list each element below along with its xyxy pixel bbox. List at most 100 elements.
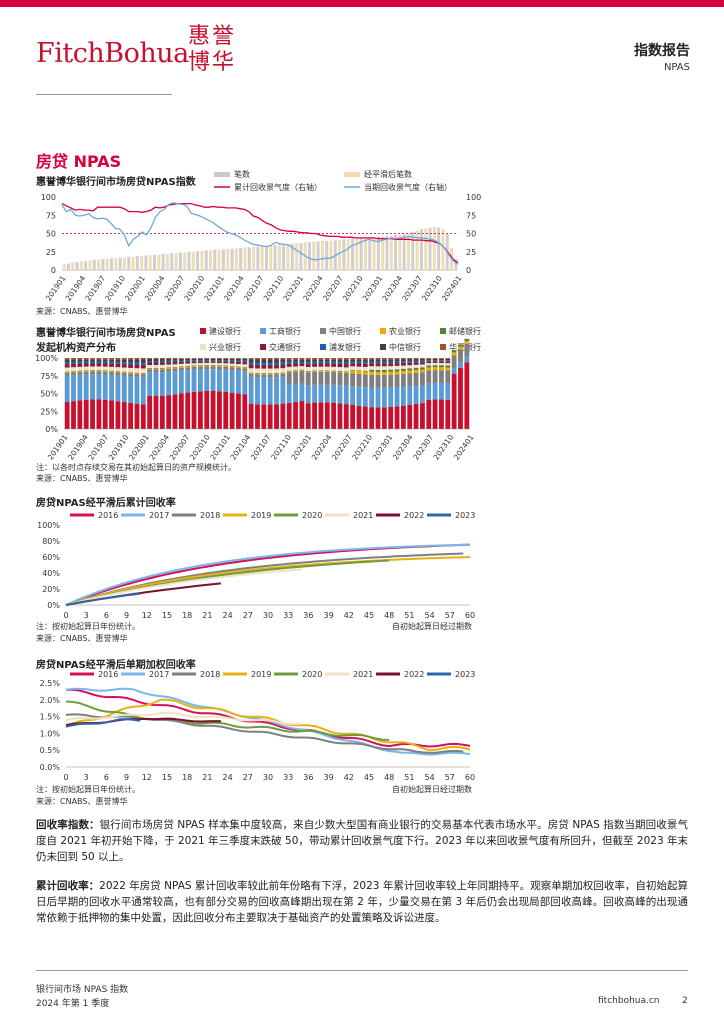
chart2-bar-segment (388, 371, 394, 375)
chart2-bar-segment (331, 358, 337, 360)
chart2-bar-segment (280, 373, 286, 377)
chart2-bar-segment (223, 358, 229, 359)
chart2-bar-segment (102, 399, 108, 429)
chart2-bar-segment (432, 358, 438, 361)
chart1-bar (363, 237, 367, 270)
chart2-bar-segment (299, 366, 305, 370)
chart2-bar-segment (64, 375, 70, 403)
chart2-bar-segment (96, 363, 102, 367)
chart2-bar-segment (90, 358, 95, 360)
chart2-bar-segment (185, 366, 191, 368)
chart2-bar-segment (299, 369, 305, 371)
chart2-bar-segment (185, 360, 191, 362)
chart2-bar-segment (166, 358, 172, 361)
chart2-bar-segment (210, 366, 216, 370)
chart2-bar-segment (299, 358, 305, 360)
chart3-legend-label: 2023 (455, 511, 475, 520)
chart2-bar-segment (413, 364, 419, 368)
chart2-bar-segment (369, 361, 375, 364)
chart2-legend-swatch (200, 328, 206, 334)
chart2-bar-segment (388, 374, 394, 388)
chart3-xtick: 27 (243, 611, 253, 620)
chart2-bar-segment (413, 362, 419, 365)
chart2-bar-segment (439, 367, 444, 371)
chart2-bar-segment (381, 363, 387, 367)
chart2-bar-segment (153, 369, 159, 373)
chart2-bar-segment (337, 403, 343, 429)
chart4-xtick: 57 (445, 773, 455, 782)
chart1-bar (338, 240, 342, 270)
chart2-bar-segment (115, 359, 121, 362)
chart2-bar-segment (217, 391, 222, 429)
chart2-bar-segment (337, 370, 343, 372)
chart2-bar-segment (293, 363, 298, 367)
chart2-bar-segment (318, 402, 324, 429)
chart2-bar-segment (331, 363, 337, 367)
chart2-bar-segment (343, 358, 349, 360)
chart3-series-line (65, 556, 471, 606)
chart2-bar-segment (191, 369, 197, 392)
chart2-bar-segment (407, 362, 413, 366)
chart2-bar-segment (255, 358, 260, 360)
chart2-bar-segment (223, 366, 229, 367)
chart2-bar-segment (381, 374, 387, 388)
chart2-bar-segment (109, 372, 114, 375)
chart2-bar-segment (445, 365, 451, 368)
chart2-bar-segment (185, 358, 191, 361)
chart2-bar-segment (343, 362, 349, 365)
chart2-bar-segment (394, 361, 400, 364)
chart2-bar-segment (445, 363, 451, 366)
chart2-bar-segment (109, 363, 114, 367)
chart1-ytick-left: 25 (46, 248, 56, 257)
chart2-bar-segment (191, 363, 197, 366)
chart2-note: 注：以各时点存续交易在其初始起算日的资产规模统计。 (36, 463, 236, 472)
chart2-bar-segment (134, 403, 140, 429)
chart2-bar-segment (134, 374, 140, 377)
chart2-bar-segment (172, 358, 178, 361)
chart2-bar-segment (375, 361, 381, 364)
chart2-bar-segment (90, 370, 95, 371)
chart1-bar (174, 253, 178, 270)
chart2-bar-segment (261, 358, 267, 360)
chart2-bar-segment (439, 358, 444, 361)
chart3-xtick: 33 (283, 611, 293, 620)
chart2-bar-segment (115, 371, 121, 373)
chart2-bar-segment (343, 372, 349, 373)
chart2-bar-segment (318, 359, 324, 362)
chart2-bar-segment (343, 367, 349, 372)
chart3-legend-label: 2019 (251, 511, 271, 520)
chart2-bar-segment (140, 374, 146, 378)
chart2-bar-segment (369, 366, 375, 370)
chart2-bar-segment (439, 382, 444, 400)
chart2-bar-segment (445, 370, 451, 384)
chart2-bar-segment (420, 369, 425, 373)
chart2-bar-segment (204, 360, 210, 362)
chart3-xtick: 42 (344, 611, 354, 620)
chart1-bar (97, 259, 101, 270)
chart1-bar (398, 234, 402, 270)
chart1-bar (226, 248, 230, 270)
chart2-bar-segment (96, 358, 102, 360)
chart3-legend-label: 2021 (353, 511, 373, 520)
chart2-bar-segment (324, 384, 330, 403)
chart1-bar (101, 259, 105, 270)
chart2-bar-segment (191, 358, 197, 359)
chart2-bar-segment (356, 359, 362, 362)
chart2-bar-segment (381, 358, 387, 360)
chart2-xtick: 202401 (452, 433, 476, 462)
chart2-bar-segment (464, 338, 470, 341)
chart2-bar-segment (375, 366, 381, 370)
chart2-legend-label: 中信银行 (389, 342, 421, 352)
chart2-bar-segment (458, 346, 463, 350)
chart2-bar-segment (172, 364, 178, 368)
chart1-bar (402, 234, 406, 270)
chart2-bar-segment (178, 360, 184, 362)
chart2-bar-segment (96, 370, 102, 371)
chart2-bar-segment (217, 358, 222, 359)
chart2-bar-segment (400, 365, 406, 369)
chart2-bar-segment (432, 360, 438, 362)
chart2-bar-segment (77, 358, 83, 360)
chart2-bar-segment (305, 403, 311, 429)
chart3-ytick: 80% (42, 537, 60, 546)
chart2-bar-segment (375, 359, 381, 362)
